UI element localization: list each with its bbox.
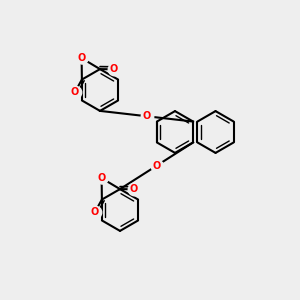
Text: O: O xyxy=(77,53,86,63)
Text: O: O xyxy=(130,184,138,194)
Text: O: O xyxy=(98,173,106,183)
Text: O: O xyxy=(152,161,161,171)
Text: O: O xyxy=(71,87,79,97)
Text: O: O xyxy=(77,53,86,63)
Text: O: O xyxy=(142,111,151,121)
Text: O: O xyxy=(91,207,99,217)
Text: O: O xyxy=(110,64,118,74)
